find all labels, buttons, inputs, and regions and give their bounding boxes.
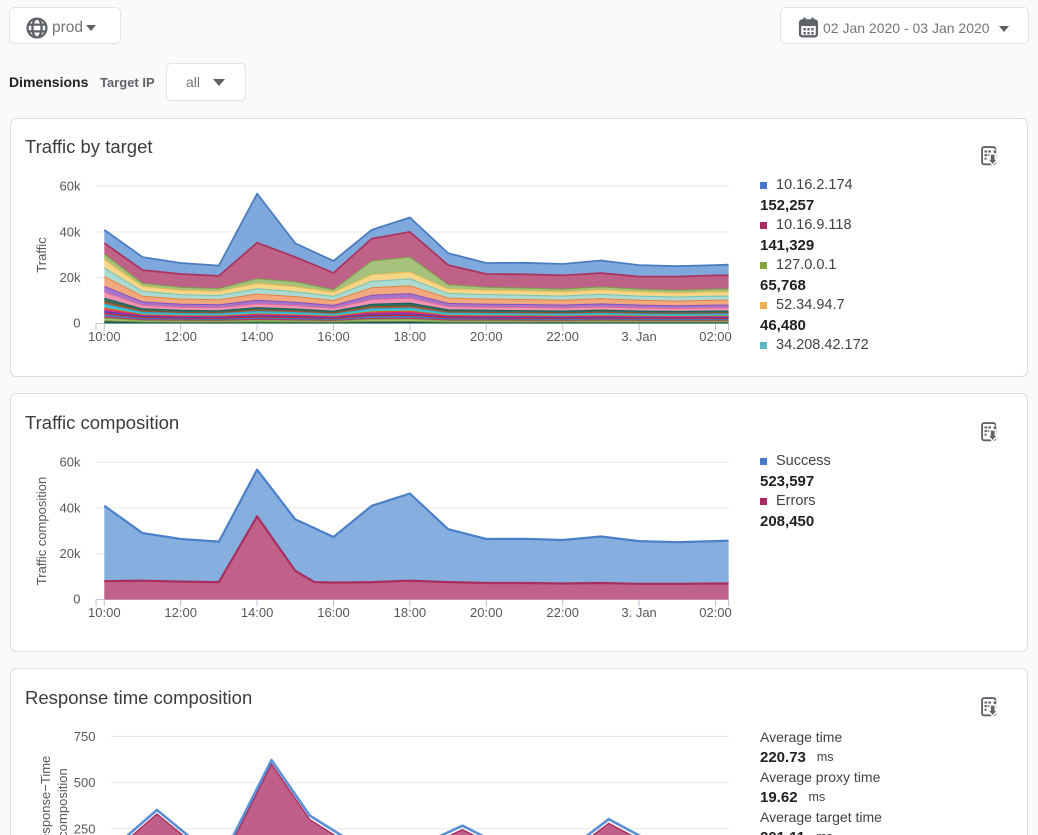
- svg-text:20:00: 20:00: [470, 329, 503, 344]
- svg-text:20:00: 20:00: [470, 605, 503, 620]
- svg-text:Response−Time: Response−Time: [38, 756, 53, 835]
- svg-text:02:00: 02:00: [699, 605, 732, 620]
- svg-text:20k: 20k: [60, 270, 81, 285]
- svg-text:10:00: 10:00: [88, 329, 121, 344]
- svg-text:02:00: 02:00: [699, 329, 732, 344]
- svg-text:40k: 40k: [60, 224, 81, 239]
- svg-text:Traffic composition: Traffic composition: [34, 477, 49, 585]
- svg-text:16:00: 16:00: [317, 605, 350, 620]
- svg-text:0: 0: [73, 316, 80, 331]
- svg-text:0: 0: [73, 592, 80, 607]
- svg-text:14:00: 14:00: [241, 329, 274, 344]
- svg-text:18:00: 18:00: [394, 329, 427, 344]
- svg-text:60k: 60k: [60, 455, 81, 470]
- svg-text:3. Jan: 3. Jan: [621, 329, 656, 344]
- svg-text:40k: 40k: [60, 500, 81, 515]
- svg-text:22:00: 22:00: [546, 605, 579, 620]
- svg-text:18:00: 18:00: [394, 605, 427, 620]
- svg-text:Traffic: Traffic: [34, 237, 49, 273]
- svg-text:250: 250: [74, 821, 96, 835]
- svg-text:12:00: 12:00: [164, 329, 197, 344]
- svg-text:22:00: 22:00: [546, 329, 579, 344]
- svg-text:composition: composition: [55, 768, 70, 835]
- svg-text:12:00: 12:00: [164, 605, 197, 620]
- svg-text:60k: 60k: [60, 179, 81, 194]
- svg-text:10:00: 10:00: [88, 605, 121, 620]
- svg-text:500: 500: [74, 775, 96, 790]
- svg-text:750: 750: [74, 729, 96, 744]
- svg-text:20k: 20k: [60, 546, 81, 561]
- svg-text:16:00: 16:00: [317, 329, 350, 344]
- svg-text:3. Jan: 3. Jan: [621, 605, 656, 620]
- svg-text:14:00: 14:00: [241, 605, 274, 620]
